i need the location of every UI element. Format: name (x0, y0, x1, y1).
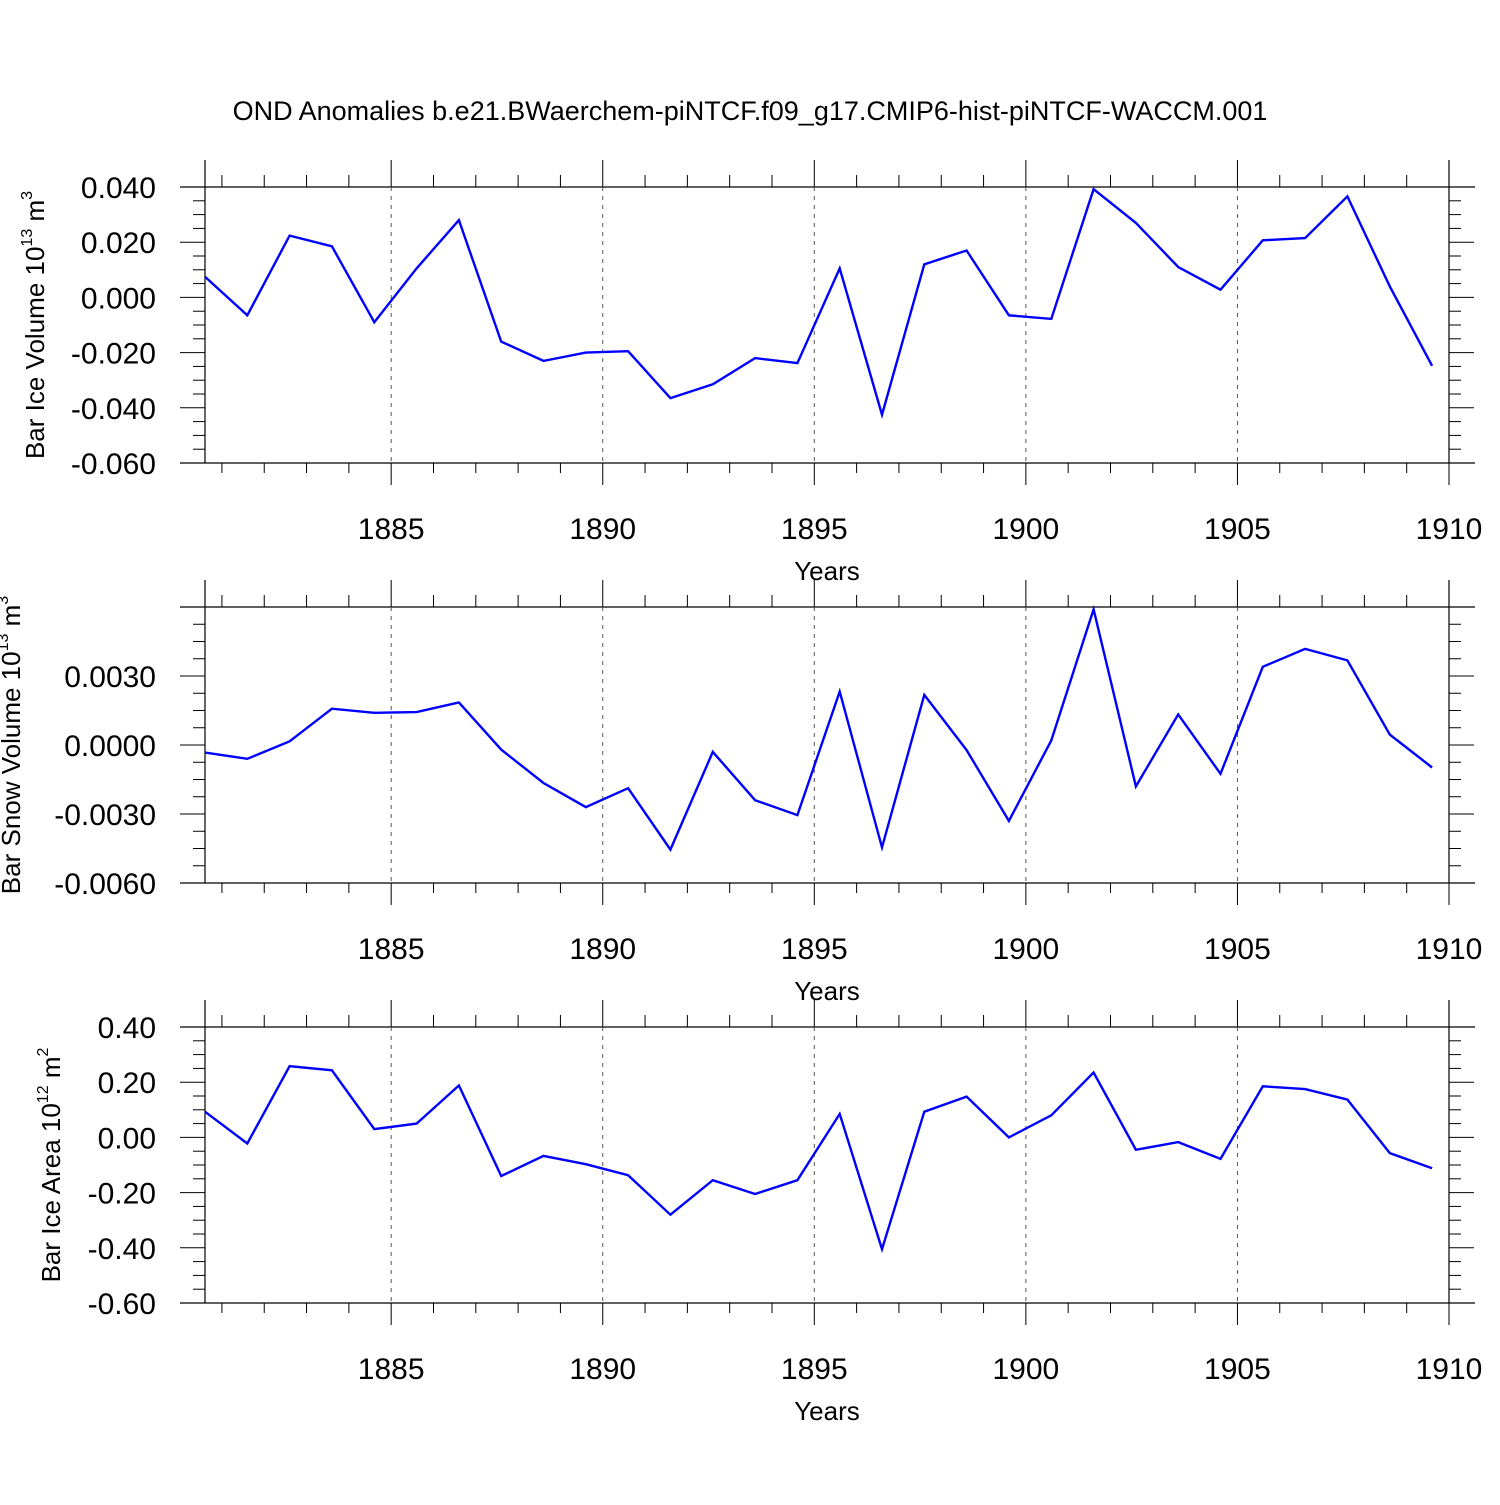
y-tick-label: -0.60 (88, 1288, 156, 1321)
series-line-bar-ice-area (205, 1066, 1432, 1249)
x-tick-label: 1905 (1204, 513, 1271, 546)
x-tick-label: 1885 (358, 933, 425, 966)
x-tick-label: 1910 (1416, 933, 1483, 966)
x-tick-label: 1890 (569, 1353, 636, 1386)
y-axis-label-unit-exponent: 3 (19, 191, 36, 200)
y-tick-label: 0.40 (98, 1012, 156, 1045)
series-line-bar-snow-volume (205, 609, 1432, 849)
plot-frame (180, 1000, 1475, 1303)
y-axis-label-unit-exponent: 2 (35, 1047, 52, 1056)
x-tick-label: 1900 (992, 1353, 1059, 1386)
y-tick-label: 0.20 (98, 1067, 156, 1100)
x-tick-label: 1885 (358, 513, 425, 546)
chart-panel-1: 1885 1890 1895 1900 1905 1910 Years 0.040 0.020 0… (19, 160, 1482, 586)
y-tick-label: 0.0030 (64, 661, 156, 694)
x-tick-label: 1910 (1416, 513, 1483, 546)
y-axis-label-text: Bar Ice Area 10 (36, 1103, 66, 1282)
y-ticks (180, 607, 1474, 883)
y-axis-label-text: Bar Snow Volume 10 (0, 651, 26, 894)
y-axis-label: Bar Ice Volume 1013 m3 (19, 191, 50, 459)
y-tick-label: 0.020 (81, 227, 156, 260)
chart-panel-3: 1885 1890 1895 1900 1905 1910 Years 0.40 0.20 0.0… (35, 1000, 1482, 1426)
y-ticks (180, 1027, 1474, 1303)
x-tick-label: 1890 (569, 513, 636, 546)
y-tick-label: -0.40 (88, 1233, 156, 1266)
y-axis-label: Bar Ice Area 1012 m2 (35, 1047, 66, 1282)
x-tick-label: 1895 (781, 933, 848, 966)
x-axis-label: Years (794, 1396, 860, 1426)
y-tick-label: -0.020 (71, 338, 156, 371)
y-axis-label-text: Bar Ice Volume 10 (20, 247, 50, 459)
x-ticks (222, 160, 1449, 485)
plot-frame (180, 580, 1475, 883)
x-ticks (222, 580, 1449, 905)
x-tick-label: 1895 (781, 1353, 848, 1386)
y-axis-label-unit: m (20, 200, 50, 229)
y-axis-label-exponent: 12 (35, 1085, 52, 1103)
x-axis-label: Years (794, 976, 860, 1006)
y-axis-label-unit: m (36, 1056, 66, 1085)
y-ticks (180, 187, 1474, 463)
y-tick-label: -0.040 (71, 393, 156, 426)
x-tick-label: 1910 (1416, 1353, 1483, 1386)
y-tick-label: 0.00 (98, 1122, 156, 1155)
chart-panel-2: 1885 1890 1895 1900 1905 1910 Years 0.0030 0.000… (0, 580, 1482, 1006)
y-tick-label: -0.0060 (54, 868, 156, 901)
y-axis-label-exponent: 13 (19, 229, 36, 247)
x-tick-label: 1890 (569, 933, 636, 966)
x-tick-label: 1900 (992, 933, 1059, 966)
y-tick-label: -0.20 (88, 1178, 156, 1211)
plot-frame (180, 160, 1475, 463)
y-axis-label: Bar Snow Volume 1013 m3 (0, 596, 26, 895)
series-line-bar-ice-volume (205, 189, 1432, 415)
figure-title: OND Anomalies b.e21.BWaerchem-piNTCF.f09… (0, 96, 1500, 127)
y-tick-label: 0.0000 (64, 730, 156, 763)
y-tick-label: -0.060 (71, 448, 156, 481)
x-tick-label: 1895 (781, 513, 848, 546)
data-points (205, 1066, 1432, 1249)
x-tick-label: 1885 (358, 1353, 425, 1386)
x-ticks (222, 1000, 1449, 1325)
y-tick-label: 0.040 (81, 172, 156, 205)
x-tick-label: 1905 (1204, 1353, 1271, 1386)
x-tick-label: 1905 (1204, 933, 1271, 966)
x-axis-label: Years (794, 556, 860, 586)
y-tick-label: -0.0030 (54, 799, 156, 832)
y-axis-label-unit: m (0, 605, 26, 634)
x-tick-label: 1900 (992, 513, 1059, 546)
y-tick-label: 0.000 (81, 282, 156, 315)
y-axis-label-exponent: 13 (0, 633, 12, 651)
y-axis-label-unit-exponent: 3 (0, 596, 12, 605)
data-points (205, 609, 1432, 849)
